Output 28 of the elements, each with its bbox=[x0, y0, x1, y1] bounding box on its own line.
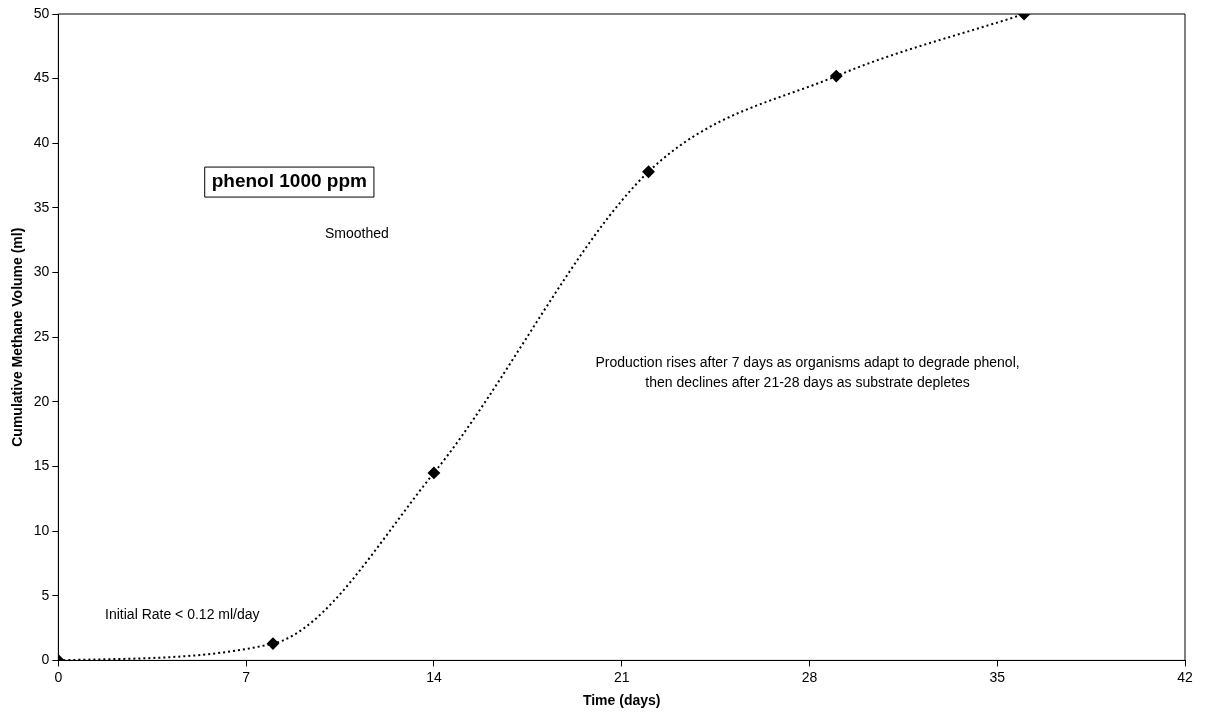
annotation: Smoothed bbox=[325, 224, 389, 241]
x-tick-label: 21 bbox=[613, 668, 630, 685]
x-tick-label: 28 bbox=[801, 668, 818, 685]
y-tick-label: 0 bbox=[41, 651, 50, 668]
y-tick-label: 30 bbox=[33, 263, 50, 280]
point bbox=[642, 165, 655, 178]
x-axis-title: Time (days) bbox=[582, 692, 661, 709]
y-tick-label: 10 bbox=[33, 521, 50, 538]
y-axis-title: Cumulative Methane Volume (ml) bbox=[9, 227, 26, 447]
y-tick-label: 15 bbox=[33, 457, 50, 474]
x-tick-label: 0 bbox=[54, 668, 63, 685]
point bbox=[830, 70, 843, 83]
x-tick-label: 35 bbox=[989, 668, 1006, 685]
x-tick-label: 42 bbox=[1177, 668, 1193, 685]
y-tick-label: 35 bbox=[33, 198, 50, 215]
annotation: Production rises after 7 days as organisms adapt to degrade phenol, then declines after 21-28 days as substrate depletes bbox=[595, 353, 1020, 390]
y-tick-label: 5 bbox=[41, 586, 50, 603]
text: phenol 1000 ppm bbox=[211, 170, 367, 192]
point bbox=[427, 466, 440, 479]
point bbox=[266, 637, 279, 650]
y-tick-label: 45 bbox=[33, 69, 50, 86]
x-tick-label: 14 bbox=[426, 668, 442, 685]
y-tick-label: 40 bbox=[33, 134, 50, 151]
y-tick-label: 20 bbox=[33, 392, 50, 409]
annotation: Initial Rate < 0.12 ml/day bbox=[105, 606, 260, 623]
y-tick-label: 25 bbox=[33, 328, 50, 345]
y-tick-label: 50 bbox=[33, 4, 50, 21]
x-tick-label: 7 bbox=[242, 668, 251, 685]
